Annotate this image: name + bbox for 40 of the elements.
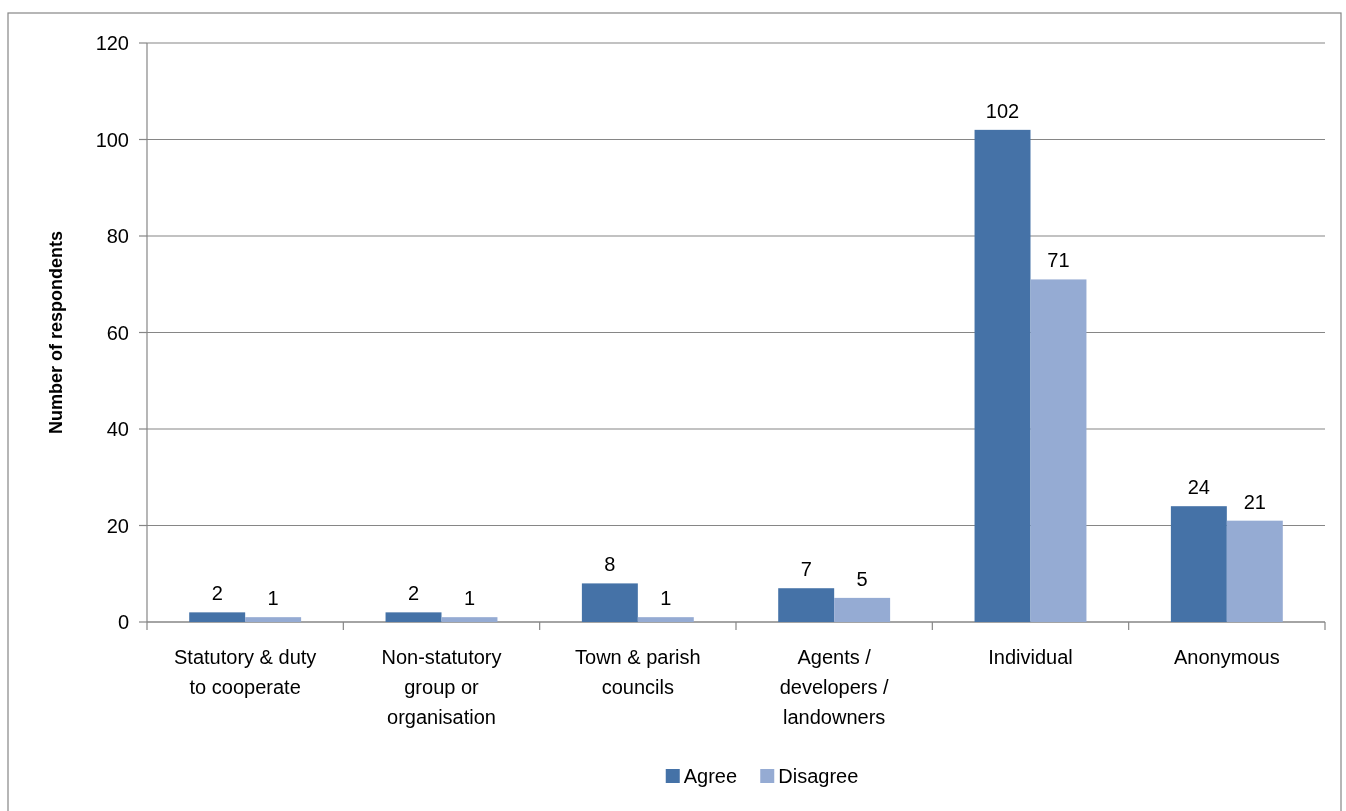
y-tick-label: 100 bbox=[95, 128, 129, 151]
data-label: 21 bbox=[1243, 490, 1266, 513]
data-label: 1 bbox=[267, 587, 279, 610]
bar bbox=[974, 129, 1031, 622]
bar bbox=[441, 617, 498, 622]
bar bbox=[1226, 520, 1283, 622]
bar bbox=[1030, 279, 1087, 622]
data-label: 71 bbox=[1047, 249, 1070, 272]
bar bbox=[637, 617, 694, 622]
y-tick-label: 120 bbox=[95, 32, 129, 54]
data-label: 8 bbox=[604, 553, 616, 576]
y-tick-label: 20 bbox=[106, 514, 129, 537]
y-tick-label: 60 bbox=[106, 321, 129, 344]
data-label: 1 bbox=[660, 587, 672, 610]
data-label: 1 bbox=[463, 587, 476, 610]
bar bbox=[581, 583, 638, 622]
data-label: 7 bbox=[800, 558, 812, 581]
bar bbox=[189, 612, 246, 622]
bar bbox=[385, 612, 442, 622]
y-tick-label: 0 bbox=[117, 611, 129, 633]
y-axis-title: Number of respondents bbox=[46, 230, 66, 435]
data-label: 2 bbox=[407, 582, 420, 605]
y-tick-label: 80 bbox=[106, 225, 129, 247]
bar bbox=[834, 597, 891, 622]
data-label: 24 bbox=[1187, 476, 1210, 499]
x-tick-label: Town & parish councils bbox=[575, 646, 701, 698]
x-tick-label: Anonymous bbox=[1174, 646, 1280, 668]
data-label: 102 bbox=[985, 99, 1020, 122]
bar bbox=[1170, 506, 1227, 622]
x-tick-label: Agents / developers / landowners bbox=[779, 646, 890, 728]
legend-label: Disagree bbox=[778, 765, 859, 787]
data-label: 2 bbox=[211, 582, 223, 605]
x-tick-label: Individual bbox=[988, 646, 1073, 668]
data-label: 5 bbox=[856, 567, 868, 590]
legend-label: Agree bbox=[683, 765, 738, 787]
bar bbox=[245, 617, 302, 622]
y-tick-label: 40 bbox=[106, 418, 129, 440]
x-tick-label: Non-statutory group or organisation bbox=[381, 646, 502, 728]
x-tick-label: Statutory & duty to cooperate bbox=[174, 646, 317, 698]
bar bbox=[778, 588, 835, 622]
